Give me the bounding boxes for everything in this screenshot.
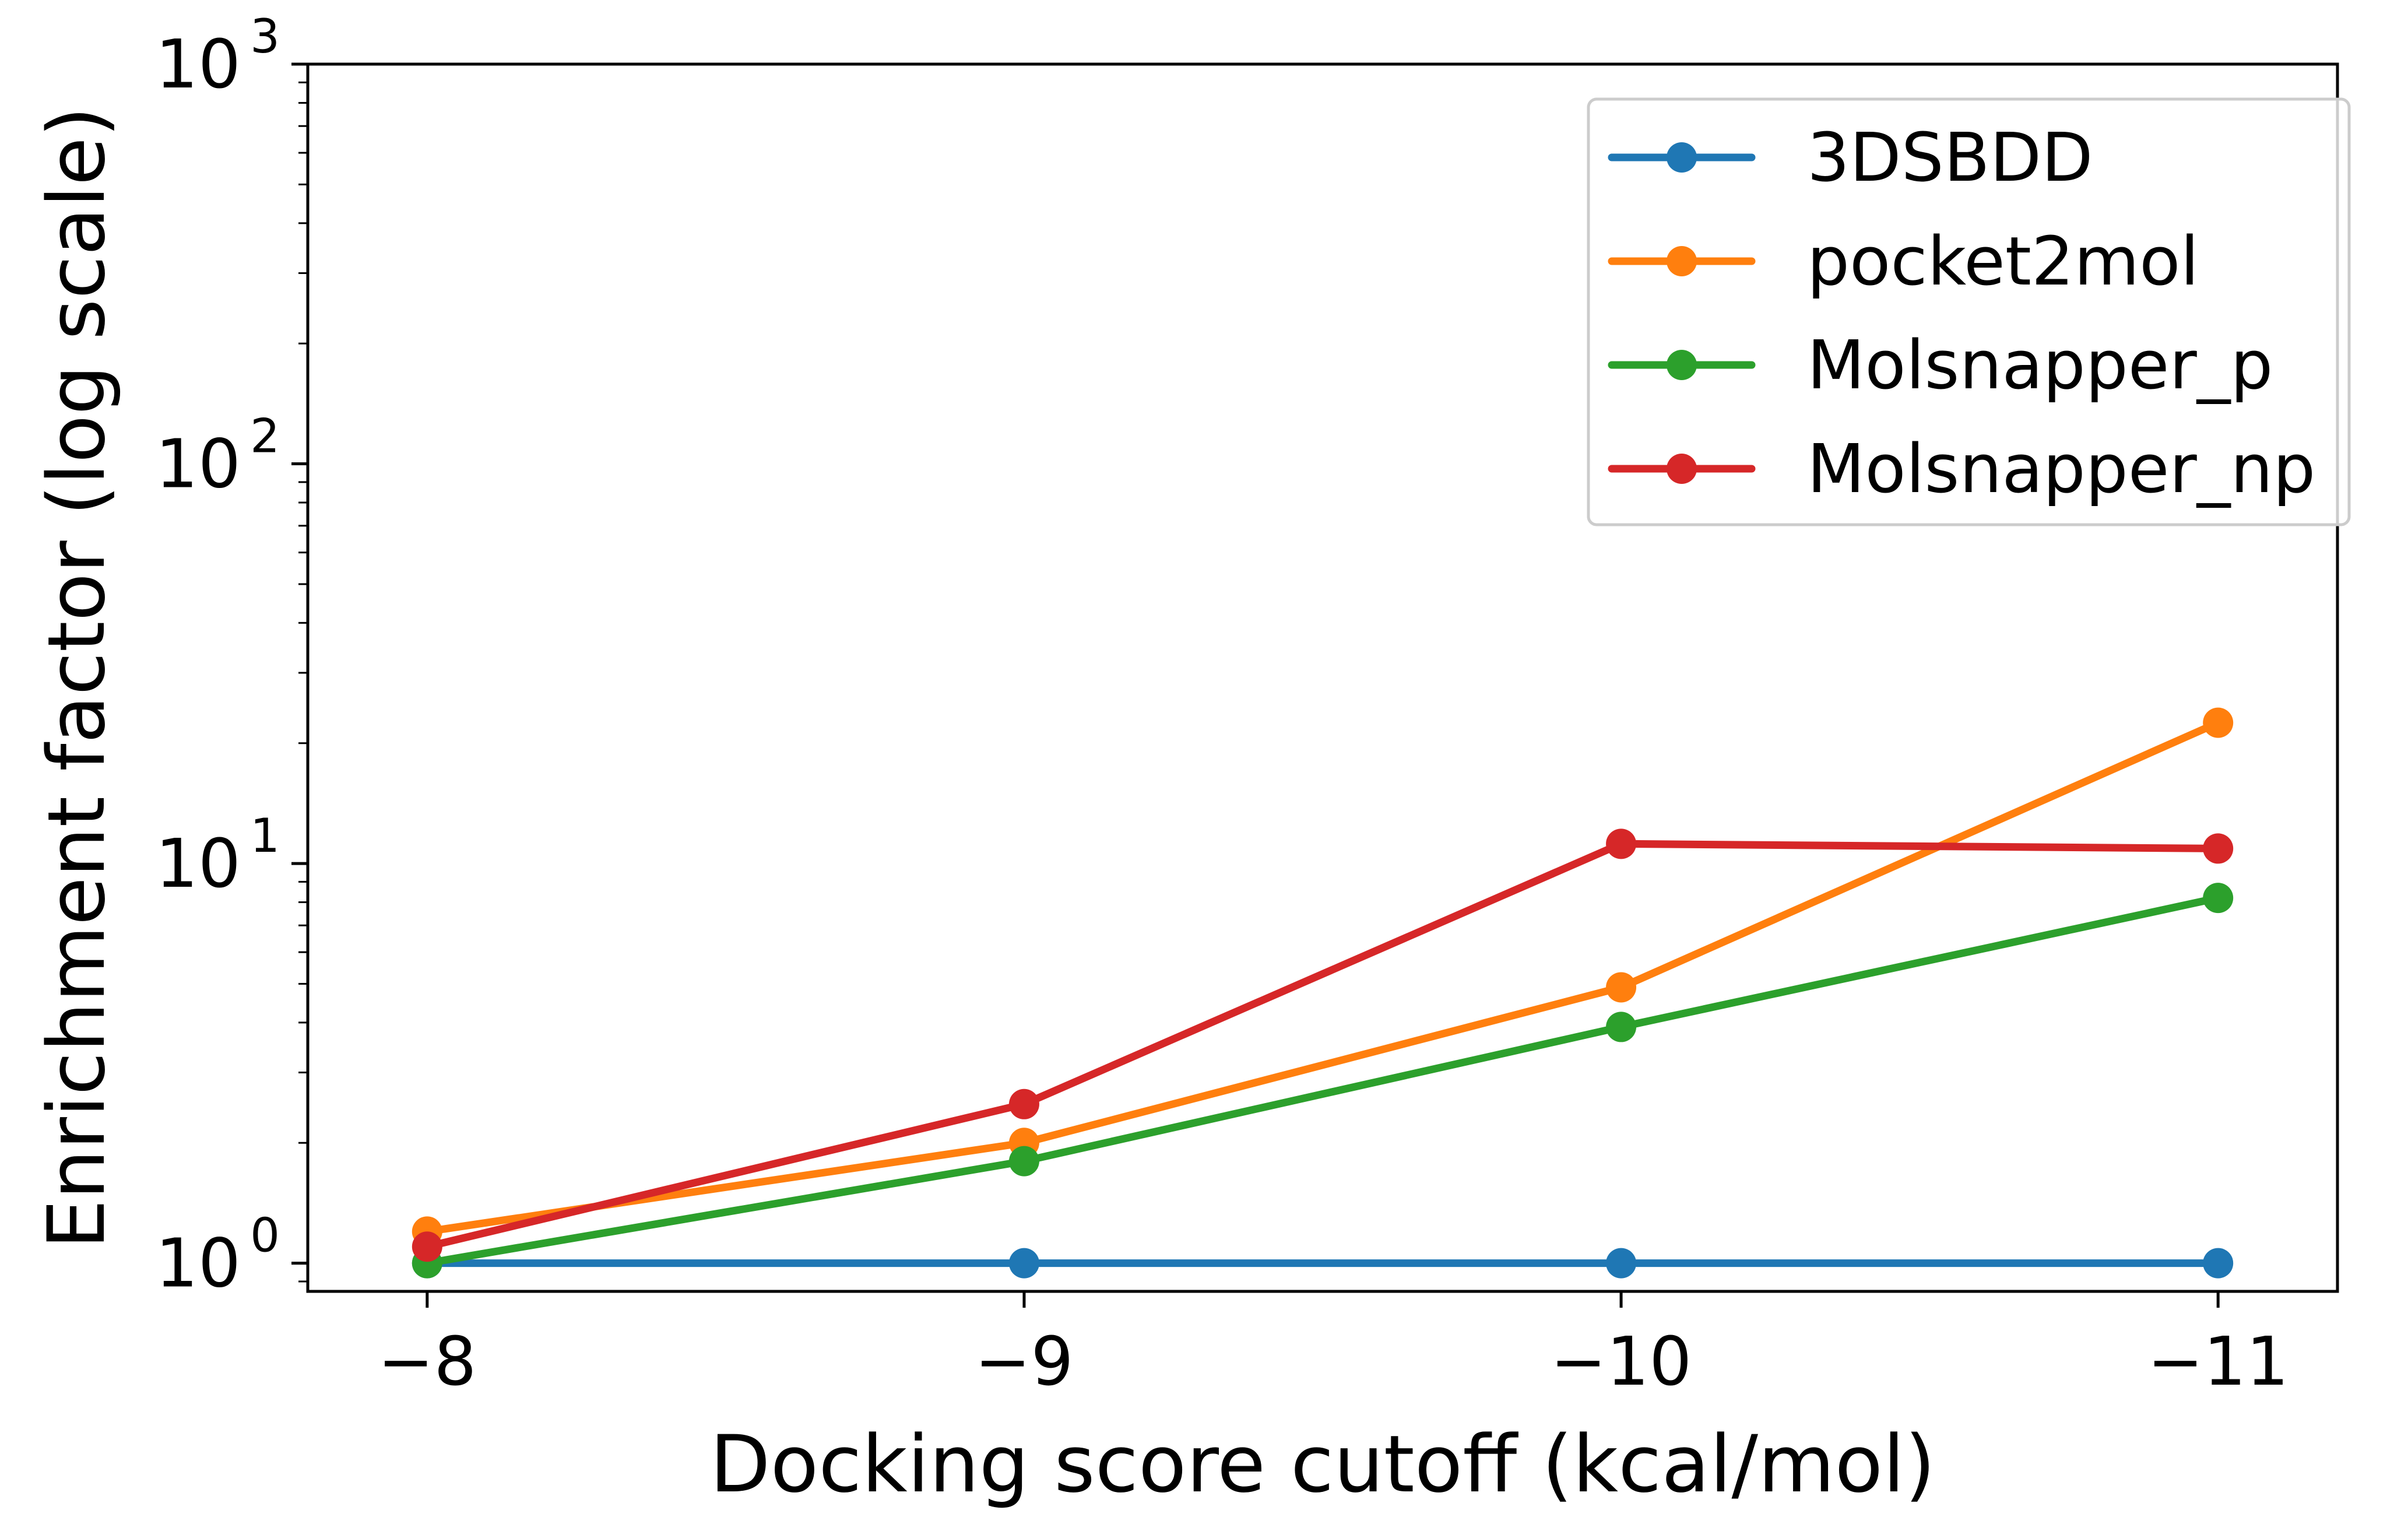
series-line <box>423 840 2222 1251</box>
legend-marker <box>1667 454 1697 484</box>
legend-marker <box>1667 350 1697 380</box>
data-point <box>1606 1012 1637 1042</box>
legend-marker <box>1667 142 1697 173</box>
x-tick-label: −8 <box>378 1323 477 1401</box>
data-point <box>1008 1248 1039 1279</box>
data-point <box>1606 1248 1637 1279</box>
legend-frame <box>1587 97 2351 526</box>
y-tick-exponent: 0 <box>250 1209 280 1263</box>
x-tick-label: −9 <box>975 1323 1074 1401</box>
y-tick-label: 10 <box>156 26 241 104</box>
data-point <box>1008 1146 1039 1177</box>
plot-area <box>306 62 2339 1293</box>
y-tick-label: 10 <box>156 426 241 504</box>
x-axis: −8 −9 −10 −11 <box>378 1291 2289 1401</box>
x-tick-label: −10 <box>1551 1323 1692 1401</box>
legend-label: Molsnapper_p <box>1807 326 2273 405</box>
legend-label: Molsnapper_np <box>1807 430 2315 508</box>
data-point <box>2203 1248 2234 1279</box>
data-point <box>1008 1088 1039 1119</box>
y-tick-exponent: 3 <box>250 9 280 64</box>
y-tick-label: 10 <box>156 1225 241 1303</box>
series-layer <box>412 707 2234 1279</box>
y-tick-label: 10 <box>156 825 241 903</box>
legend-label: 3DSBDD <box>1807 119 2093 197</box>
data-point <box>1606 972 1637 1003</box>
y-tick-exponent: 1 <box>250 809 280 863</box>
legend-label: pocket2mol <box>1807 223 2199 301</box>
x-tick-label: −11 <box>2147 1323 2289 1401</box>
data-point <box>1606 828 1637 859</box>
series-line <box>423 719 2222 1235</box>
data-point <box>2203 833 2234 864</box>
legend: 3DSBDD pocket2mol Molsnapper_p Molsnapper_n… <box>1587 97 2351 526</box>
data-point <box>2203 883 2234 914</box>
y-axis-label: Enrichment factor (log scale) <box>31 107 122 1249</box>
legend-marker <box>1667 246 1697 276</box>
data-point <box>412 1231 442 1262</box>
plot-frame <box>306 62 2339 1293</box>
x-axis-label: Docking score cutoff (kcal/mol) <box>710 1418 1936 1510</box>
data-point <box>2203 707 2234 738</box>
series-line <box>423 894 2222 1267</box>
y-tick-exponent: 2 <box>250 409 280 463</box>
